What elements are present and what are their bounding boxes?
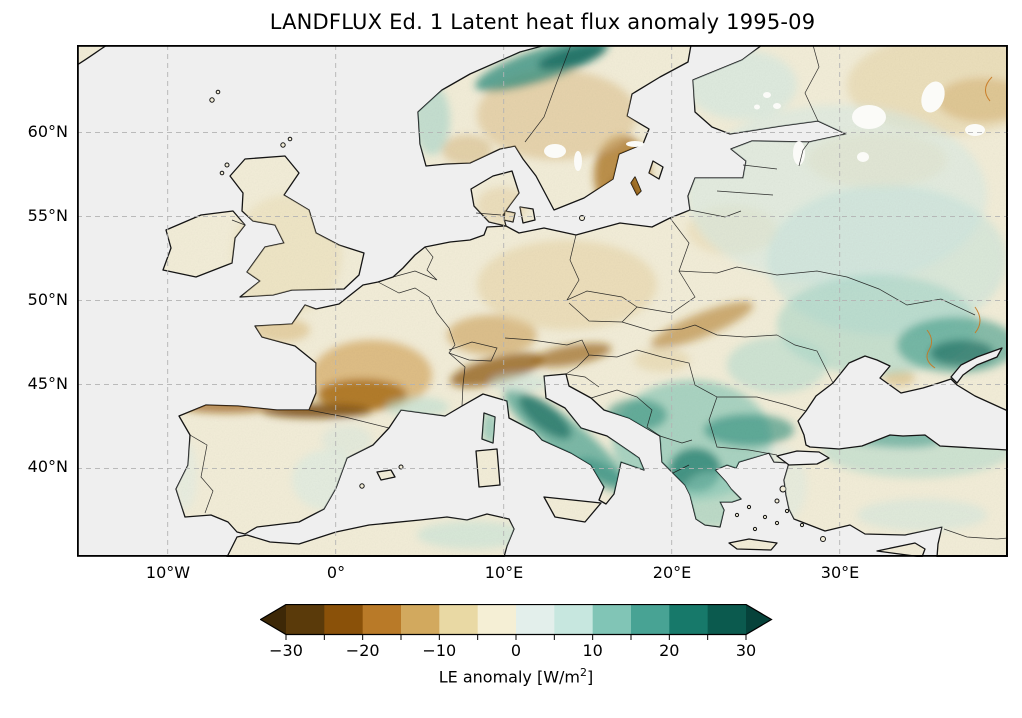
colorbar-tick-label: 30 (735, 641, 757, 660)
lat-tick-50n: 50°N (27, 290, 68, 309)
colorbar-tick-label: −10 (422, 641, 457, 660)
lon-tick-30e: 30°E (820, 563, 860, 582)
lat-tick-60n: 60°N (27, 122, 68, 141)
lon-tick-20e: 20°E (652, 563, 692, 582)
lakes-layer (544, 81, 985, 171)
sea-of-marmara (776, 450, 830, 466)
lat-tick-45n: 45°N (27, 374, 68, 393)
colorbar-tick-label: 10 (582, 641, 603, 660)
gridlines (77, 45, 1008, 557)
land-layer (77, 45, 1008, 557)
colorbar-tick-label: 0 (510, 641, 522, 660)
colorbar-tick-label: −20 (345, 641, 380, 660)
colorbar-tick-label: −30 (269, 641, 303, 660)
black-sea (797, 355, 1008, 451)
lon-tick-10w: 10°W (145, 563, 191, 582)
lat-tick-40n: 40°N (27, 457, 68, 476)
map-frame (77, 45, 1008, 557)
colorbar-tick-label: 20 (659, 641, 680, 660)
colorbar (260, 604, 773, 640)
europe-map-figure (77, 45, 1008, 557)
sea-of-azov (950, 347, 1003, 384)
colorbar-label-close: ] (587, 667, 594, 687)
country-borders (189, 45, 1008, 540)
lon-tick-10e: 10°E (484, 563, 524, 582)
seas-layer (776, 347, 1008, 466)
lon-tick-0: 0° (326, 563, 346, 582)
rivers (926, 76, 993, 369)
colorbar-label: LE anomaly [W/m2] (366, 666, 666, 686)
page-title: LANDFLUX Ed. 1 Latent heat flux anomaly … (269, 10, 816, 34)
colorbar-label-sup: 2 (580, 666, 588, 679)
colorbar-label-text: LE anomaly [W/m (438, 667, 581, 687)
small-islands (209, 89, 826, 542)
lat-tick-55n: 55°N (27, 206, 68, 225)
